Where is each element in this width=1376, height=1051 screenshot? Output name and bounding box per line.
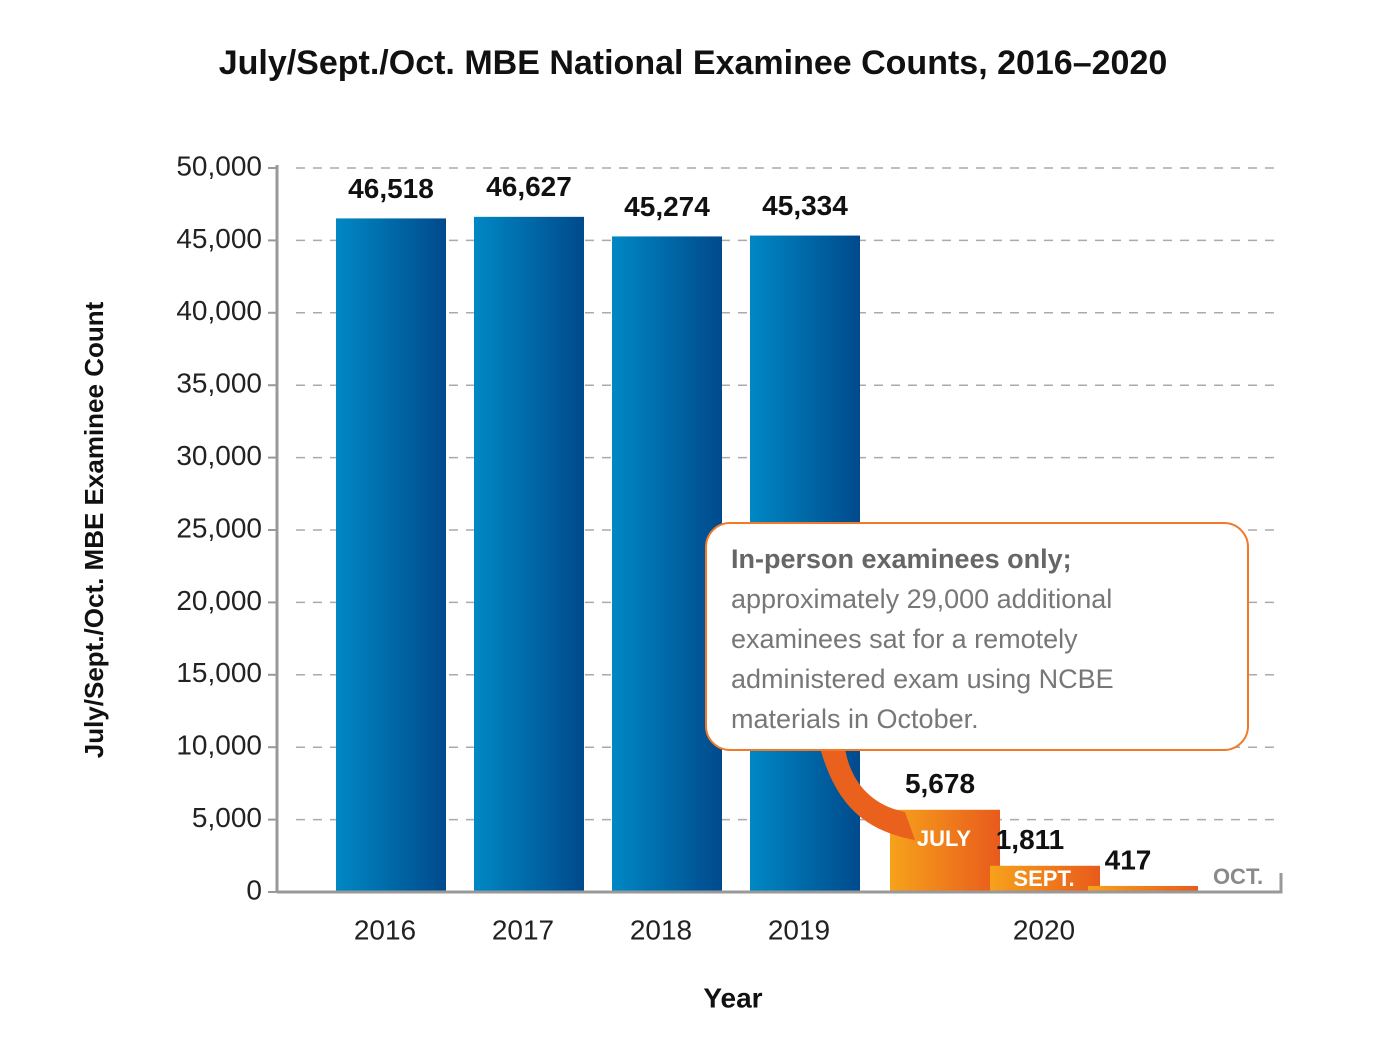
- value-label: 46,627: [486, 171, 572, 202]
- x-tick-label: 2016: [354, 914, 416, 945]
- y-tick-label: 20,000: [176, 585, 262, 616]
- y-tick-label: 45,000: [176, 223, 262, 254]
- x-tick-label: 2019: [768, 914, 830, 945]
- x-tick-label: 2017: [492, 914, 554, 945]
- y-tick-label: 30,000: [176, 440, 262, 471]
- value-label: 46,518: [348, 173, 434, 204]
- x-axis-title: Year: [703, 982, 762, 1013]
- callout-line: administered exam using NCBE: [731, 664, 1114, 694]
- callout-line: materials in October.: [731, 704, 979, 734]
- sub-bar: [1088, 885, 1198, 892]
- bar: [336, 218, 446, 892]
- value-label: 45,274: [624, 191, 710, 222]
- callout-box: [705, 522, 1249, 751]
- callout: In-person examinees only; approximately …: [705, 522, 1249, 840]
- y-tick-label: 5,000: [192, 802, 262, 833]
- callout-bold: In-person examinees only;: [731, 544, 1072, 574]
- x-tick-label: 2018: [630, 914, 692, 945]
- sub-bar-label: JULY: [917, 826, 972, 851]
- callout-line: approximately 29,000 additional: [731, 584, 1112, 614]
- bar: [474, 216, 584, 892]
- y-tick-label: 40,000: [176, 295, 262, 326]
- value-label: 1,811: [996, 824, 1065, 855]
- y-tick-label: 25,000: [176, 512, 262, 543]
- y-tick-label: 50,000: [176, 150, 262, 181]
- sub-bar-label: SEPT.: [1013, 866, 1074, 891]
- x-axis-line: [277, 873, 1283, 894]
- y-tick-label: 15,000: [176, 657, 262, 688]
- chart-title: July/Sept./Oct. MBE National Examinee Co…: [219, 44, 1168, 82]
- sub-bar: [990, 865, 1100, 892]
- callout-line: examinees sat for a remotely: [731, 624, 1078, 654]
- y-tick-label: 35,000: [176, 368, 262, 399]
- bar: [612, 236, 722, 892]
- y-tick-label: 0: [246, 874, 262, 905]
- value-label: 45,334: [762, 190, 848, 221]
- sub-bar-label: OCT.: [1213, 864, 1263, 889]
- x-tick-label: 2020: [1013, 914, 1075, 945]
- callout-pointer: [820, 748, 915, 840]
- value-label: 5,678: [905, 768, 975, 799]
- value-label: 417: [1105, 844, 1152, 875]
- y-axis-title: July/Sept./Oct. MBE Examinee Count: [79, 301, 109, 758]
- y-tick-label: 10,000: [176, 730, 262, 761]
